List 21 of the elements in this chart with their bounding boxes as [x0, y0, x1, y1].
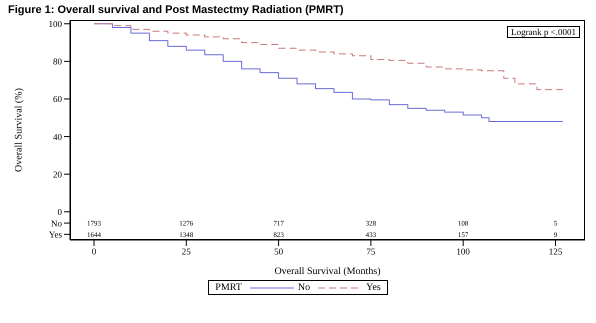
chart-title: Figure 1: Overall survival and Post Mastectmy Radiation (PMRT) — [8, 4, 345, 16]
y-tick-label: 0 — [58, 206, 62, 217]
x-tick-label: 75 — [366, 246, 376, 256]
y-tick-label: 60 — [53, 94, 62, 104]
y-tick-label: No — [51, 218, 62, 228]
x-tick-label: 25 — [182, 246, 192, 256]
x-axis-title: Overall Survival (Months) — [274, 266, 381, 277]
x-tick-label: 100 — [456, 246, 470, 256]
y-tick-label: Yes — [48, 230, 62, 240]
x-tick-label: 125 — [548, 246, 563, 256]
x-tick-label: 0 — [92, 246, 97, 256]
annotation: Logrank p <.0001 — [507, 26, 580, 38]
y-tick-label: 80 — [53, 56, 62, 67]
legend-label: Yes — [366, 282, 381, 293]
y-tick-label: 40 — [53, 132, 62, 142]
y-tick-label: 20 — [53, 169, 62, 180]
legend-title: PMRT — [215, 282, 242, 293]
y-axis-title: Overall Survival (%) — [14, 88, 25, 172]
legend-label: No — [298, 282, 310, 293]
y-tick-label: 100 — [48, 18, 62, 29]
x-tick-label: 50 — [274, 246, 284, 256]
